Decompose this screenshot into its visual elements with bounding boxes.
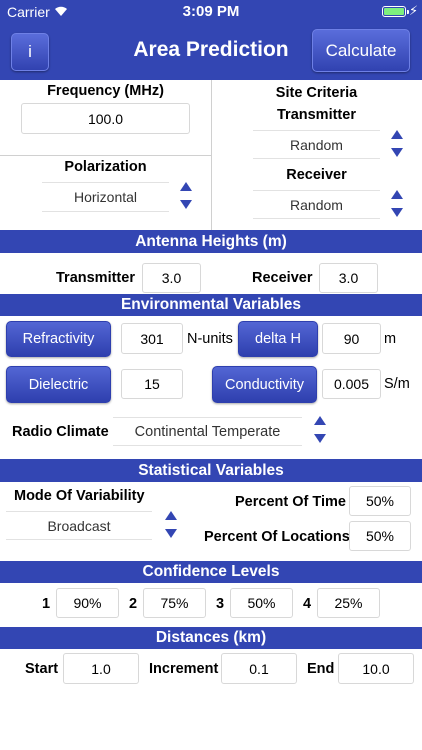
antenna-transmitter-label: Transmitter: [56, 270, 135, 286]
distances-header: Distances (km): [0, 627, 422, 649]
confidence-field-2[interactable]: 75%: [143, 588, 206, 618]
charging-icon: ⚡︎: [409, 3, 419, 18]
wifi-icon: [55, 6, 67, 16]
site-transmitter-picker[interactable]: Random: [253, 130, 380, 159]
calculate-button[interactable]: Calculate: [312, 29, 410, 72]
site-transmitter-stepper[interactable]: [390, 130, 404, 157]
increment-label: Increment: [149, 661, 219, 677]
arrow-down-icon[interactable]: [165, 529, 177, 538]
dielectric-button[interactable]: Dielectric: [6, 366, 111, 403]
confidence-index-4: 4: [303, 596, 312, 612]
mode-of-variability-picker[interactable]: Broadcast: [6, 511, 152, 540]
info-button[interactable]: i: [11, 33, 49, 71]
confidence-index-3: 3: [216, 596, 225, 612]
arrow-up-icon[interactable]: [165, 511, 177, 520]
site-transmitter-label: Transmitter: [277, 107, 356, 123]
dielectric-field[interactable]: 15: [121, 369, 183, 399]
site-receiver-stepper[interactable]: [390, 190, 404, 217]
page-title: Area Prediction: [133, 38, 289, 61]
confidence-index-1: 1: [42, 596, 51, 612]
frequency-field[interactable]: 100.0: [21, 103, 190, 134]
percent-of-time-label: Percent Of Time: [235, 494, 346, 510]
mode-of-variability-label: Mode Of Variability: [14, 488, 145, 504]
conductivity-button[interactable]: Conductivity: [212, 366, 317, 403]
arrow-up-icon[interactable]: [314, 416, 326, 425]
end-label: End: [307, 661, 335, 677]
arrow-down-icon[interactable]: [391, 148, 403, 157]
delta-h-field[interactable]: 90: [322, 323, 381, 354]
radio-climate-picker[interactable]: Continental Temperate: [113, 417, 302, 446]
percent-of-time-field[interactable]: 50%: [349, 486, 411, 516]
increment-field[interactable]: 0.1: [221, 653, 297, 684]
antenna-receiver-field[interactable]: 3.0: [319, 263, 378, 293]
confidence-field-1[interactable]: 90%: [56, 588, 119, 618]
refractivity-field[interactable]: 301: [121, 323, 183, 354]
arrow-down-icon[interactable]: [391, 208, 403, 217]
navigation-bar: i Area Prediction Calculate: [0, 24, 422, 80]
refractivity-unit: N-units: [187, 331, 233, 347]
status-time: 3:09 PM: [182, 3, 240, 20]
polarization-label: Polarization: [64, 159, 147, 175]
confidence-field-3[interactable]: 50%: [230, 588, 293, 618]
section-divider: [211, 80, 212, 230]
arrow-up-icon[interactable]: [391, 130, 403, 139]
delta-h-button[interactable]: delta H: [238, 321, 318, 357]
confidence-index-2: 2: [129, 596, 138, 612]
site-criteria-label: Site Criteria: [275, 85, 358, 101]
section-divider: [0, 155, 211, 156]
polarization-picker[interactable]: Horizontal: [42, 182, 169, 212]
antenna-receiver-label: Receiver: [252, 270, 313, 286]
percent-of-locations-label: Percent Of Locations: [204, 529, 350, 545]
percent-of-locations-field[interactable]: 50%: [349, 521, 411, 551]
refractivity-button[interactable]: Refractivity: [6, 321, 111, 357]
arrow-down-icon[interactable]: [314, 434, 326, 443]
site-receiver-picker[interactable]: Random: [253, 190, 380, 219]
arrow-up-icon[interactable]: [180, 182, 192, 191]
arrow-down-icon[interactable]: [180, 200, 192, 209]
radio-climate-stepper[interactable]: [313, 416, 327, 443]
conductivity-unit: S/m: [384, 376, 410, 392]
carrier-label: Carrier: [7, 4, 50, 20]
site-receiver-label: Receiver: [286, 167, 347, 183]
conductivity-field[interactable]: 0.005: [322, 369, 381, 399]
environmental-header: Environmental Variables: [0, 294, 422, 316]
delta-h-unit: m: [384, 331, 397, 347]
frequency-label: Frequency (MHz): [47, 83, 164, 99]
antenna-transmitter-field[interactable]: 3.0: [142, 263, 201, 293]
start-label: Start: [25, 661, 59, 677]
battery-icon: [382, 6, 409, 17]
polarization-stepper[interactable]: [179, 182, 193, 209]
confidence-field-4[interactable]: 25%: [317, 588, 380, 618]
mode-of-variability-stepper[interactable]: [164, 511, 178, 538]
arrow-up-icon[interactable]: [391, 190, 403, 199]
end-field[interactable]: 10.0: [338, 653, 414, 684]
radio-climate-label: Radio Climate: [12, 424, 109, 440]
confidence-header: Confidence Levels: [0, 561, 422, 583]
status-bar: Carrier 3:09 PM ⚡︎: [0, 0, 422, 24]
start-field[interactable]: 1.0: [63, 653, 139, 684]
statistical-header: Statistical Variables: [0, 459, 422, 482]
antenna-heights-header: Antenna Heights (m): [0, 230, 422, 253]
